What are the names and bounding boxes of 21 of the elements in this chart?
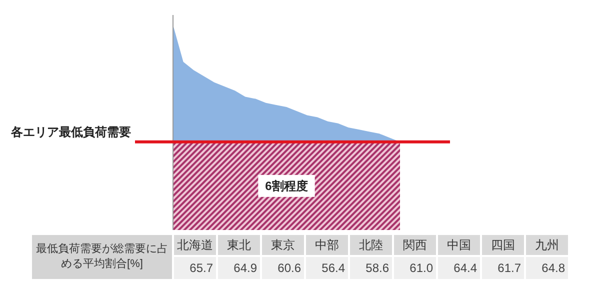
- data-label: 65.7: [174, 257, 216, 279]
- data-label: 61.0: [394, 257, 436, 279]
- text: 最低負荷需要が総需要に占める平均割合[%]: [32, 235, 172, 279]
- category-label: 四国: [482, 235, 524, 255]
- ref-line-label: 各エリア最低負荷需要: [10, 124, 131, 139]
- data-label: 56.4: [306, 257, 348, 279]
- category-label: 北海道: [174, 235, 216, 255]
- data-label: 64.8: [526, 257, 568, 279]
- category-label: 北陸: [350, 235, 392, 255]
- category-label: 中国: [438, 235, 480, 255]
- category-label: 九州: [526, 235, 568, 255]
- category-label: 東京: [262, 235, 304, 255]
- band-label: 6割程度: [265, 178, 308, 193]
- category-label: 東北: [218, 235, 260, 255]
- category-label: 関西: [394, 235, 436, 255]
- category-label: 中部: [306, 235, 348, 255]
- data-label: 60.6: [262, 257, 304, 279]
- data-label: 64.4: [438, 257, 480, 279]
- data-label: 61.7: [482, 257, 524, 279]
- data-label: 64.9: [218, 257, 260, 279]
- data-label: 58.6: [350, 257, 392, 279]
